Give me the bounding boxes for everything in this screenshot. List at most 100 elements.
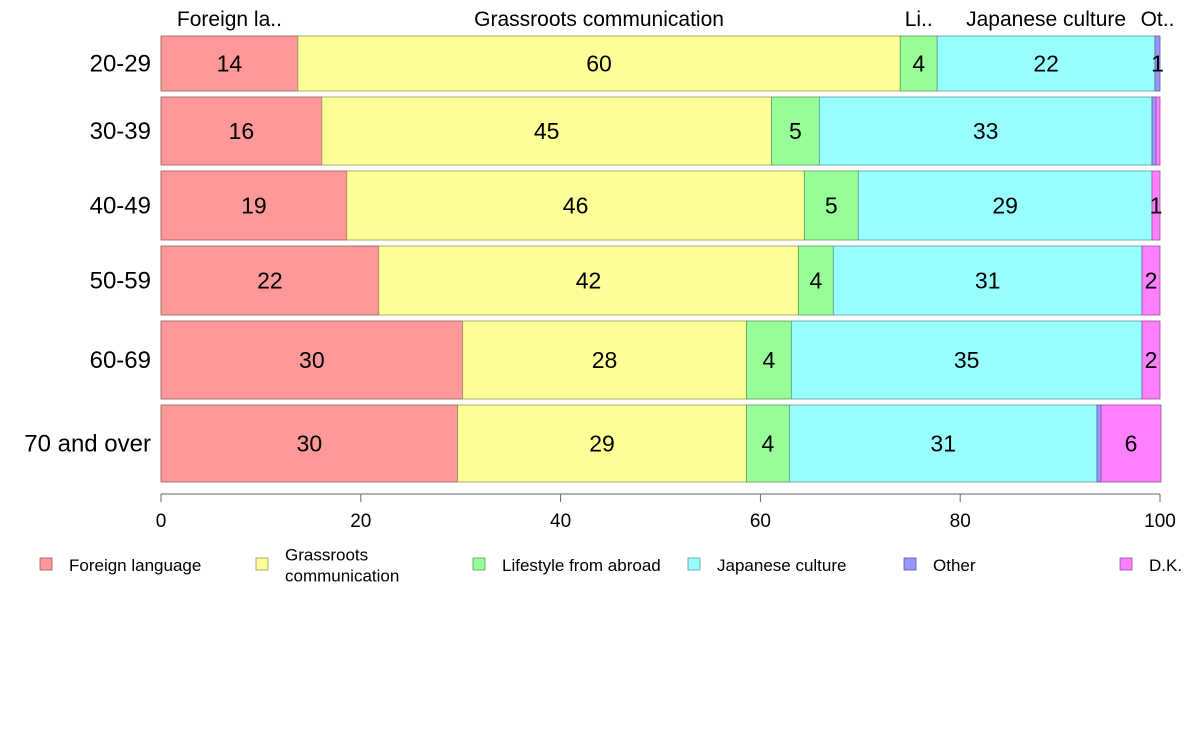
legend-label: Japanese culture [717,556,846,575]
bar-value-label: 1 [1151,51,1164,77]
bar-segment [160,96,323,166]
bar-segment [457,404,747,483]
bar-value-label: 30 [297,431,323,457]
bar-row: 30 29 4 31 6 [160,404,1162,483]
legend-label: D.K. [1149,556,1182,575]
legend-label: Other [933,556,976,575]
legend-item: Lifestyle from abroad [472,556,661,575]
legend-label: Grassroots [285,546,368,565]
bar-value-label: 19 [241,193,267,219]
bar-segment [1151,170,1161,241]
bar-value-label: 1 [1150,193,1163,219]
bar-value-label: 30 [299,347,325,373]
bar-segment [746,320,792,400]
bar-segment [160,35,299,92]
bar-segment [790,320,1143,400]
series-top-label: Ot.. [1141,8,1175,31]
x-tick-label: 40 [550,511,571,532]
bar-segment [1155,96,1161,166]
bar-segment [832,245,1143,316]
bar-row: 19 46 5 29 1 [160,170,1163,241]
legend-swatch [687,557,701,571]
category-label: 70 and over [24,431,151,458]
bar-segment [160,404,459,483]
bar-segment [297,35,901,92]
legend-swatch [1119,557,1133,571]
bar-value-label: 16 [229,118,255,144]
bar-value-label: 46 [563,193,589,219]
bar-value-label: 29 [992,193,1018,219]
legend-item: Grassroots communication [255,546,399,586]
bar-value-label: 2 [1145,268,1158,294]
bar-segment [857,170,1153,241]
x-tick-label: 60 [750,511,771,532]
bar-value-label: 5 [789,118,802,144]
bar-value-label: 14 [217,51,243,77]
category-label: 40-49 [90,193,151,220]
category-label: 60-69 [90,347,151,374]
bar-segment [160,245,380,316]
bar-value-label: 4 [912,51,925,77]
legend-item: Foreign language [39,556,201,575]
category-label: 30-39 [90,118,151,145]
bar-segment [1154,35,1161,92]
bar-value-label: 33 [973,118,999,144]
bar-value-label: 60 [586,51,612,77]
x-tick-label: 20 [350,511,371,532]
series-top-label: Foreign la.. [177,8,282,31]
bar-segment [160,320,464,400]
bar-segment [378,245,799,316]
bar-segment [788,404,1098,483]
bar-segment [746,404,790,483]
bar-value-label: 4 [761,431,774,457]
bar-row: 30 28 4 35 2 [160,320,1161,400]
bar-value-label: 28 [592,347,618,373]
x-tick-label: 100 [1144,511,1176,532]
bar-value-label: 6 [1125,431,1138,457]
bar-segment [818,96,1153,166]
legend-item: D.K. [1119,556,1182,575]
legend-item: Other [903,556,976,575]
legend-label: communication [285,567,399,586]
bar-value-label: 22 [1033,51,1059,77]
x-axis: 0 20 40 60 80 100 [156,493,1176,532]
bar-segment [1141,245,1161,316]
bar-row: 22 42 4 31 2 [160,245,1161,316]
bar-value-label: 29 [589,431,615,457]
bar-value-label: 31 [930,431,956,457]
bar-value-label: 22 [257,268,283,294]
legend-item: Japanese culture [687,556,846,575]
bar-row: 14 60 4 22 1 [160,35,1164,92]
bar-segment [160,170,348,241]
bar-value-label: 31 [975,268,1001,294]
bar-segment [1141,320,1161,400]
bar-segment [899,35,938,92]
x-tick-label: 80 [950,511,971,532]
bar-value-label: 2 [1145,347,1158,373]
bar-segment [803,170,859,241]
bar-value-label: 5 [825,193,838,219]
bar-segment [1096,404,1102,483]
bar-value-label: 35 [954,347,980,373]
bar-segment [1151,96,1157,166]
legend-label: Foreign language [69,556,201,575]
legend-swatch [903,557,917,571]
bar-value-label: 42 [576,268,602,294]
bar-segment [797,245,834,316]
legend-swatch [255,557,269,571]
legend-swatch [39,557,53,571]
bar-segment [936,35,1156,92]
category-label: 50-59 [90,268,151,295]
bar-row: 16 45 5 33 [160,96,1161,166]
category-label: 20-29 [90,51,151,78]
top-series-labels: Foreign la.. Grassroots communication Li..… [177,8,1175,31]
series-top-label: Li.. [905,8,933,31]
bar-segment [770,96,820,166]
bar-segment [321,96,772,166]
legend-swatch [472,557,486,571]
series-top-label: Grassroots communication [474,8,724,31]
bar-value-label: 4 [762,347,775,373]
category-labels: 20-29 30-39 40-49 50-59 60-69 70 and over [24,51,151,458]
